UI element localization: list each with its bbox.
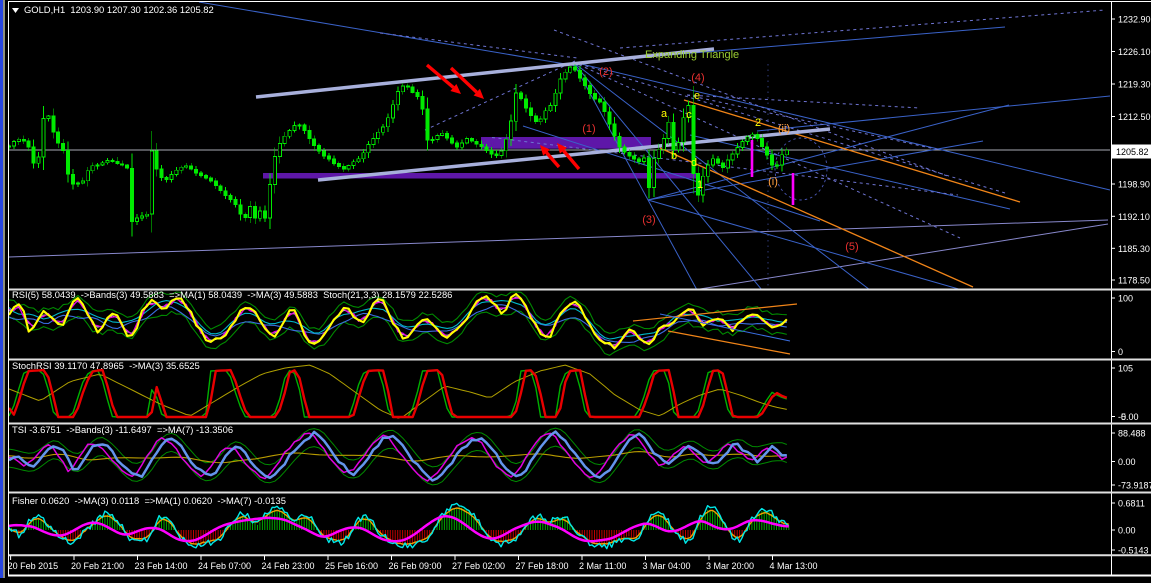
svg-text:-73.9187: -73.9187 <box>1118 481 1151 491</box>
svg-text:24 Feb 23:00: 24 Feb 23:00 <box>262 561 315 571</box>
svg-text:RSI(5) 58.0439 ->Bands(3) 49.: RSI(5) 58.0439 ->Bands(3) 49.5883 =>MA(1… <box>12 289 452 300</box>
svg-text:27 Feb 18:00: 27 Feb 18:00 <box>516 561 569 571</box>
svg-text:0.00: 0.00 <box>1118 457 1136 467</box>
svg-text:(ii): (ii) <box>778 123 790 135</box>
svg-text:1212.50: 1212.50 <box>1118 112 1151 122</box>
svg-text:0.00: 0.00 <box>1121 412 1139 422</box>
svg-text:1219.30: 1219.30 <box>1118 80 1151 90</box>
svg-text:1185.30: 1185.30 <box>1118 244 1150 254</box>
svg-text:(5): (5) <box>845 241 858 253</box>
svg-text:3 Mar 20:00: 3 Mar 20:00 <box>706 561 754 571</box>
svg-text:d: d <box>691 157 697 169</box>
svg-text:TSI -3.6751 ->Bands(3) -11.64: TSI -3.6751 ->Bands(3) -11.6497 =>MA(7) … <box>12 424 233 435</box>
svg-text:0: 0 <box>1118 347 1123 357</box>
svg-text:100: 100 <box>1118 294 1133 304</box>
svg-text:1226.10: 1226.10 <box>1118 47 1151 57</box>
svg-text:StochRSI 39.1170 47.8965 ->MA: StochRSI 39.1170 47.8965 ->MA(3) 35.6525 <box>12 360 200 371</box>
svg-text:(3): (3) <box>642 214 655 226</box>
svg-text:20 Feb 21:00: 20 Feb 21:00 <box>71 561 124 571</box>
svg-text:20 Feb 2015: 20 Feb 2015 <box>8 561 59 571</box>
svg-text:3 Mar 04:00: 3 Mar 04:00 <box>643 561 691 571</box>
svg-text:105: 105 <box>1118 364 1133 374</box>
svg-text:2: 2 <box>755 117 761 129</box>
svg-text:a: a <box>661 108 668 120</box>
svg-text:(i): (i) <box>768 176 778 188</box>
svg-text:26 Feb 09:00: 26 Feb 09:00 <box>389 561 442 571</box>
svg-text:GOLD,H1 1203.90 1207.30 1202.: GOLD,H1 1203.90 1207.30 1202.36 1205.82 <box>24 4 214 15</box>
svg-text:1: 1 <box>697 179 703 191</box>
svg-text:27 Feb 02:00: 27 Feb 02:00 <box>452 561 505 571</box>
svg-text:23 Feb 14:00: 23 Feb 14:00 <box>135 561 188 571</box>
svg-text:1198.90: 1198.90 <box>1118 180 1150 190</box>
svg-text:0.6811: 0.6811 <box>1118 499 1145 509</box>
svg-text:Expanding Triangle: Expanding Triangle <box>645 49 739 61</box>
svg-text:-5: -5 <box>1118 412 1126 422</box>
svg-text:88.488: 88.488 <box>1118 429 1146 439</box>
svg-text:(2): (2) <box>599 66 612 78</box>
svg-text:1232.90: 1232.90 <box>1118 15 1151 25</box>
svg-text:1205.82: 1205.82 <box>1116 147 1149 157</box>
svg-text:(1): (1) <box>582 123 595 135</box>
svg-text:1178.50: 1178.50 <box>1118 276 1150 286</box>
svg-text:2 Mar 11:00: 2 Mar 11:00 <box>579 561 626 571</box>
svg-text:e: e <box>694 90 700 102</box>
svg-text:-0.5143: -0.5143 <box>1118 546 1149 556</box>
svg-text:1192.10: 1192.10 <box>1118 212 1150 222</box>
svg-text:b: b <box>671 150 677 162</box>
svg-text:c: c <box>686 109 692 121</box>
svg-text:0.00: 0.00 <box>1118 526 1136 536</box>
svg-text:(4): (4) <box>691 72 704 84</box>
svg-text:25 Feb 16:00: 25 Feb 16:00 <box>325 561 378 571</box>
svg-text:24 Feb 07:00: 24 Feb 07:00 <box>198 561 251 571</box>
svg-text:Fisher 0.0620 ->MA(3) 0.0118: Fisher 0.0620 ->MA(3) 0.0118 =>MA(1) 0.0… <box>12 495 286 506</box>
svg-text:4 Mar 13:00: 4 Mar 13:00 <box>770 561 818 571</box>
